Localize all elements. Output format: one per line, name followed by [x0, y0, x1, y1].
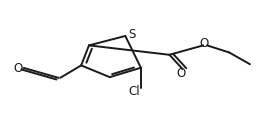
Text: Cl: Cl — [129, 85, 140, 98]
Text: O: O — [200, 37, 209, 50]
Text: S: S — [128, 28, 135, 41]
Text: O: O — [13, 62, 22, 75]
Text: O: O — [176, 67, 186, 80]
